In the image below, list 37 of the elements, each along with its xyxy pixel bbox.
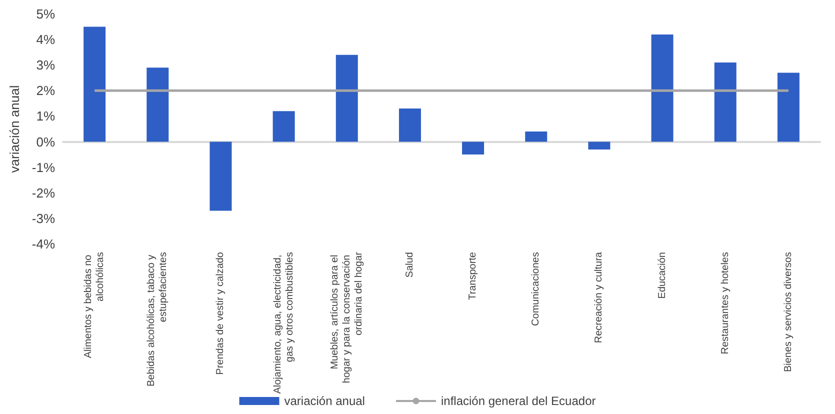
y-tick-label: 3% [36, 58, 56, 73]
bar [336, 54, 358, 142]
bar [588, 142, 610, 150]
y-tick-label: 0% [36, 134, 56, 150]
bar [398, 108, 421, 142]
x-tick-label: Transporte [468, 252, 479, 300]
x-tick-label: Alimentos y bebidas no alcohólicas [83, 252, 106, 358]
bar [651, 34, 674, 142]
y-axis-title: variación anual [7, 85, 22, 173]
y-tick-label: 1% [36, 108, 56, 124]
y-tick-label: -1% [32, 160, 56, 175]
x-tick-label: Alojamiento, agua, electricidad, gas y otros combustibles [272, 252, 296, 394]
y-tick-label: -2% [32, 185, 56, 200]
x-tick-label: Salud [404, 252, 416, 278]
x-tick-label: Comunicaciones [530, 252, 542, 326]
y-tick-label: 4% [36, 32, 56, 48]
x-tick-label: Recreación y cultura [594, 252, 605, 344]
bar [84, 26, 106, 142]
legend-label: inflación general del Ecuador [440, 394, 596, 408]
bar [525, 132, 548, 142]
y-tick-label: 2% [36, 83, 56, 98]
x-tick-label: Educación [656, 252, 668, 299]
bar [777, 72, 800, 142]
x-tick-label: Muebles, artículos para el hogar y para la conservación ordinaria del hogar [329, 251, 364, 384]
y-tick-label: -4% [32, 236, 56, 252]
y-tick-label: 5% [36, 6, 56, 22]
x-tick-label: Bienes y servicios diversos [782, 252, 794, 372]
x-tick-label: Bebidas alcohólicas, tabaco y estupefacientes [146, 252, 170, 387]
bar [210, 142, 232, 211]
bar [146, 68, 169, 142]
legend-label: variación anual [284, 394, 365, 408]
bar [462, 142, 484, 155]
x-tick-label: Restaurantes y hoteles [720, 252, 731, 354]
y-tick-label: -3% [32, 210, 56, 226]
x-tick-label: Prendas de vestir y calzado [215, 252, 226, 375]
bar [714, 62, 736, 142]
bar [272, 111, 295, 142]
